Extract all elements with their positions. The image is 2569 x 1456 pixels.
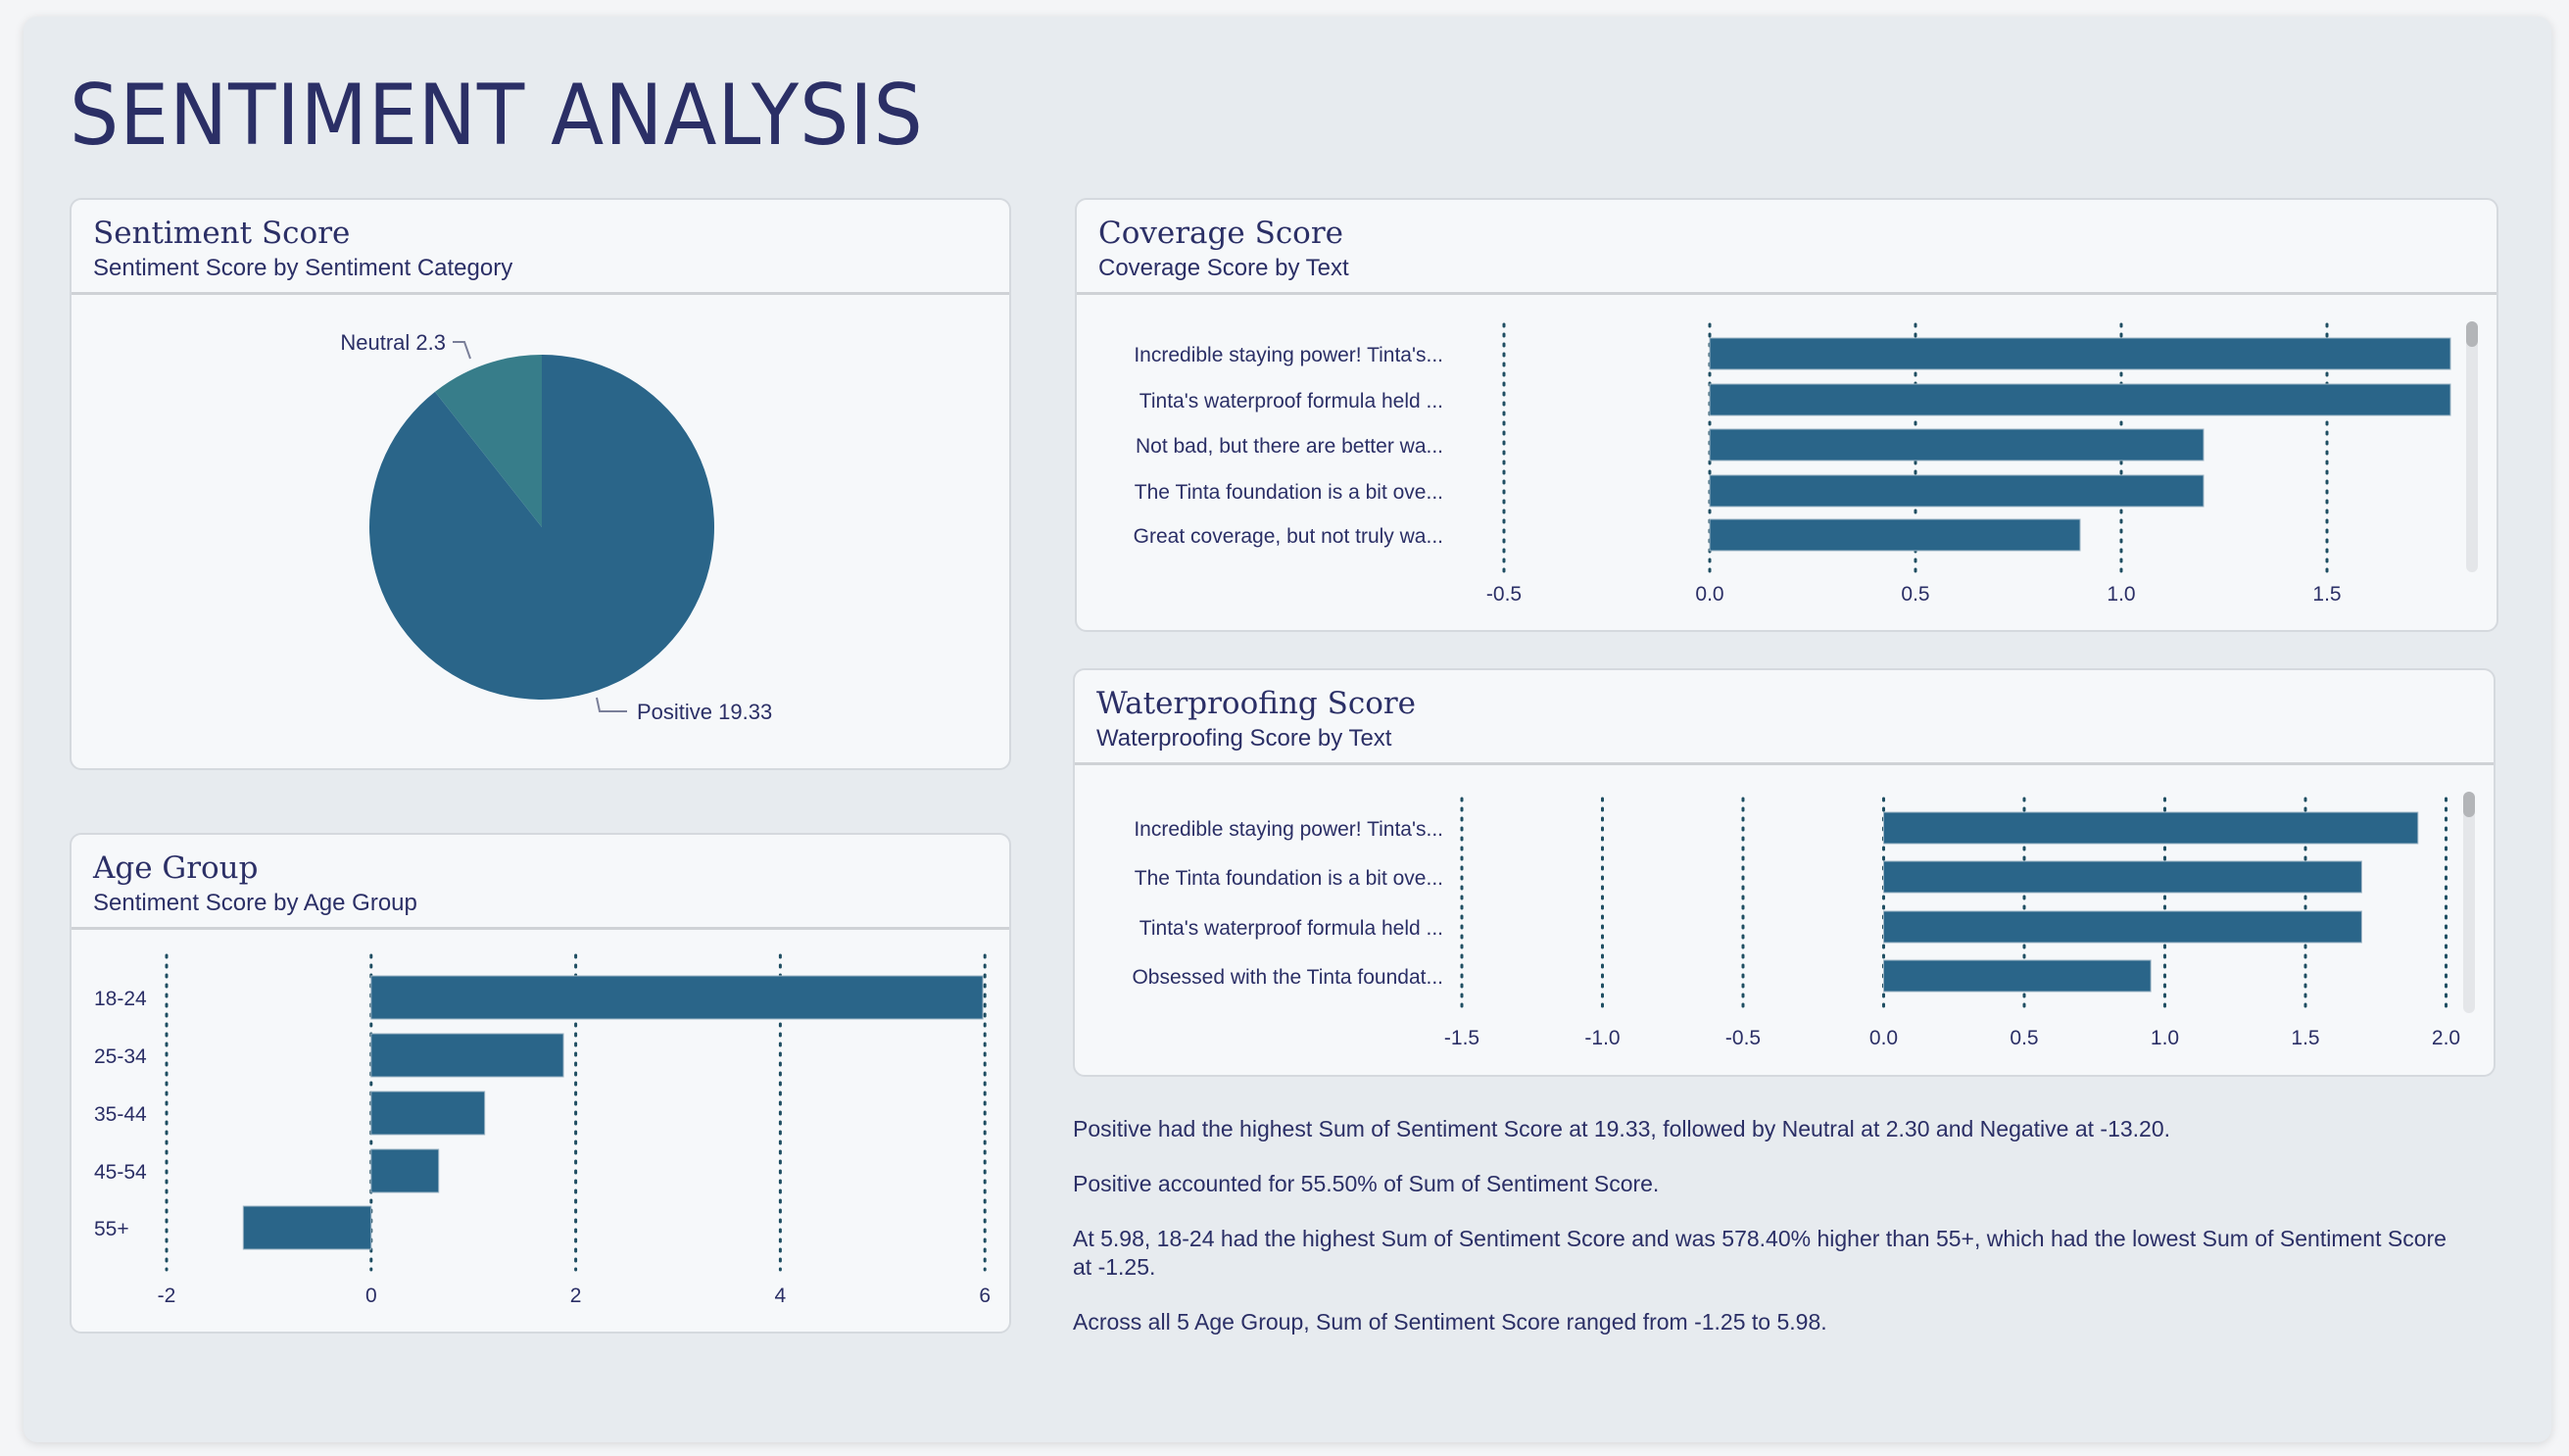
card-subtitle: Waterproofing Score by Text [1096, 725, 1392, 752]
insight-text: Across all 5 Age Group, Sum of Sentiment… [1073, 1309, 1827, 1335]
y-category-label: The Tinta foundation is a bit ove... [1135, 481, 1443, 504]
bar [1883, 959, 2152, 993]
divider [72, 292, 1009, 295]
insight-text: Positive accounted for 55.50% of Sum of … [1073, 1171, 1660, 1196]
divider [72, 927, 1009, 930]
x-tick-label: 0.0 [1695, 583, 1723, 606]
y-category-label: Not bad, but there are better wa... [1136, 435, 1443, 458]
bar [370, 1091, 486, 1136]
bar [242, 1205, 372, 1250]
leader-line [453, 341, 471, 360]
y-category-label: 45-54 [94, 1161, 147, 1184]
y-category-label: Tinta's waterproof formula held ... [1139, 917, 1443, 940]
pie-label-positive: Positive 19.33 [637, 700, 772, 724]
divider [1077, 292, 2496, 295]
y-category-label: Incredible staying power! Tinta's... [1134, 818, 1443, 841]
scrollbar-track [2463, 792, 2475, 1013]
bar [370, 975, 984, 1020]
y-category-label: Incredible staying power! Tinta's... [1134, 344, 1443, 366]
x-tick-label: 1.5 [2291, 1027, 2319, 1049]
x-tick-label: 2 [570, 1285, 582, 1307]
age-group-card: Age Group Sentiment Score by Age Group [70, 833, 1011, 1334]
card-title: Waterproofing Score [1096, 686, 1417, 721]
card-title: Age Group [93, 850, 259, 886]
x-tick-label: 1.0 [2107, 583, 2135, 606]
x-tick-label: 1.0 [2151, 1027, 2179, 1049]
x-tick-label: -2 [158, 1285, 176, 1307]
x-tick-label: 1.5 [2312, 583, 2341, 606]
y-category-label: 18-24 [94, 988, 147, 1010]
x-tick-label: 6 [979, 1285, 991, 1307]
card-subtitle: Sentiment Score by Age Group [93, 890, 417, 916]
bar [1883, 811, 2419, 845]
y-category-label: Obsessed with the Tinta foundat... [1132, 966, 1443, 989]
bar [1709, 428, 2205, 461]
y-category-label: The Tinta foundation is a bit ove... [1135, 867, 1443, 890]
bar [1883, 860, 2362, 894]
x-tick-label: 0.0 [1869, 1027, 1898, 1049]
bar [370, 1148, 440, 1193]
x-tick-label: 0 [365, 1285, 377, 1307]
bar [370, 1033, 564, 1078]
x-tick-label: 0.5 [1901, 583, 1929, 606]
bar [1883, 910, 2362, 944]
card-subtitle: Coverage Score by Text [1098, 255, 1349, 281]
card-title: Coverage Score [1098, 216, 1344, 251]
scrollbar-thumb[interactable] [2463, 792, 2475, 817]
pie-label-neutral: Neutral 2.3 [340, 330, 446, 355]
scrollbar-track [2466, 321, 2478, 572]
bar [1709, 337, 2451, 370]
x-tick-label: -1.5 [1444, 1027, 1479, 1049]
card-subtitle: Sentiment Score by Sentiment Category [93, 255, 513, 281]
x-tick-label: 0.5 [2010, 1027, 2038, 1049]
y-category-label: 25-34 [94, 1045, 147, 1068]
bar [1709, 474, 2205, 508]
y-category-label: 35-44 [94, 1103, 147, 1126]
y-category-label: Great coverage, but not truly wa... [1134, 525, 1443, 548]
divider [1075, 762, 2494, 765]
y-category-label: Tinta's waterproof formula held ... [1139, 390, 1443, 413]
x-tick-label: -0.5 [1725, 1027, 1761, 1049]
scrollbar-thumb[interactable] [2466, 321, 2478, 347]
leader-line [596, 697, 627, 712]
bar [1709, 383, 2451, 416]
bar [1709, 518, 2081, 552]
y-category-label: 55+ [94, 1218, 129, 1240]
x-tick-label: 2.0 [2432, 1027, 2460, 1049]
card-title: Sentiment Score [93, 216, 351, 251]
insight-text: Positive had the highest Sum of Sentimen… [1073, 1116, 2171, 1141]
insight-text: At 5.98, 18-24 had the highest Sum of Se… [1073, 1226, 2447, 1280]
page-title: SENTIMENT ANALYSIS [70, 67, 924, 165]
x-tick-label: -1.0 [1584, 1027, 1620, 1049]
pie-slice-neutral [434, 355, 542, 527]
x-tick-label: 4 [775, 1285, 787, 1307]
x-tick-label: -0.5 [1486, 583, 1522, 606]
insights-panel: Positive had the highest Sum of Sentimen… [1073, 1115, 2464, 1363]
